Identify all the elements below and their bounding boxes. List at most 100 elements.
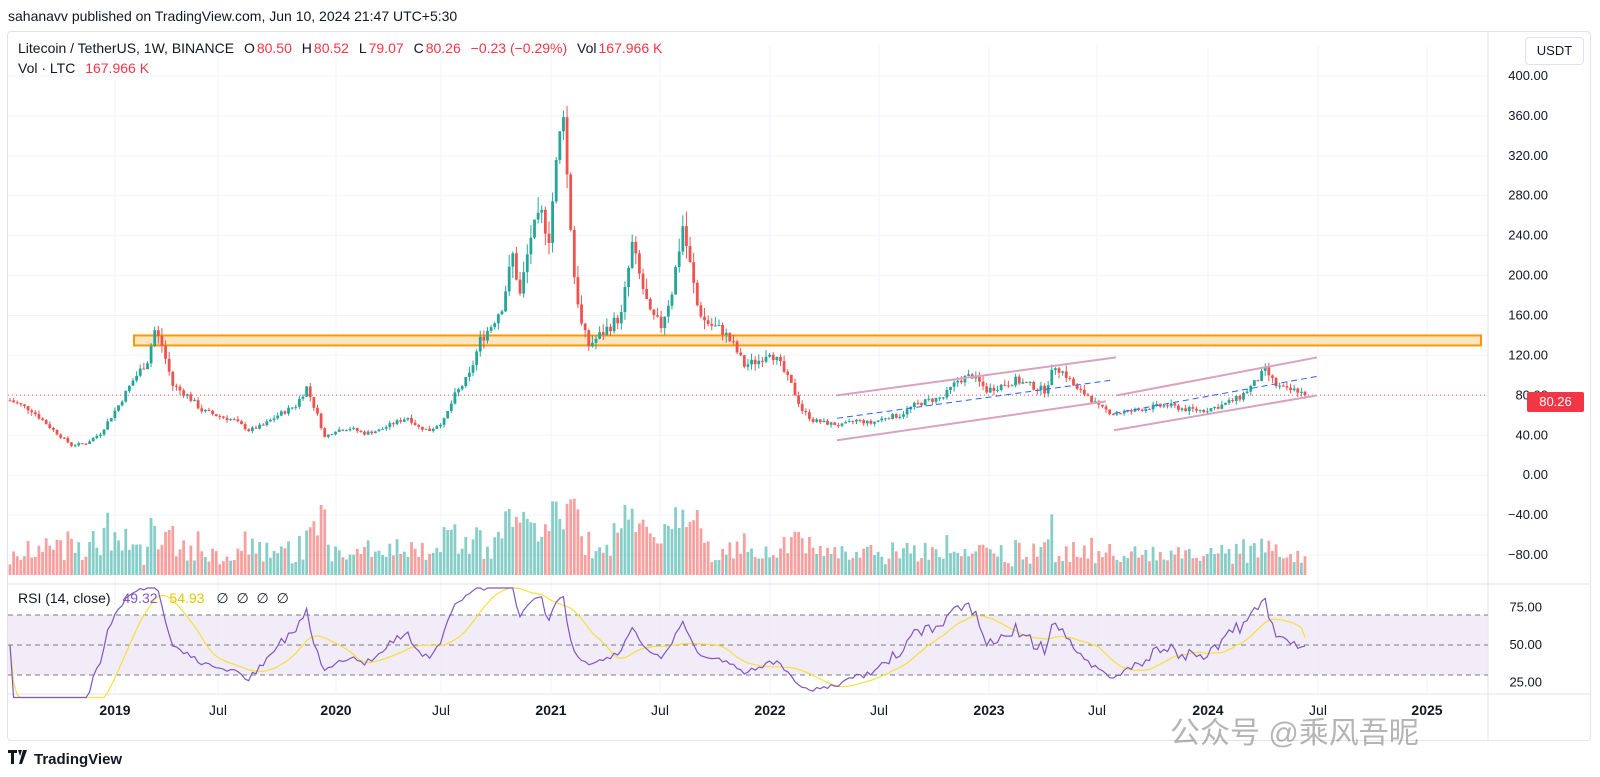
rsi-indicator-label[interactable]: RSI (14, close) (18, 590, 111, 606)
candle-body (73, 445, 77, 447)
volume-bar (1256, 557, 1260, 575)
candle-body (402, 419, 406, 422)
candle-body (1082, 389, 1086, 395)
volume-bar (1097, 551, 1101, 575)
candle-body (377, 429, 381, 432)
candle-body (52, 427, 55, 430)
candle-body (869, 420, 873, 424)
volume-bar (677, 527, 681, 575)
candle-body (619, 312, 623, 324)
volume-bar (319, 505, 323, 575)
candle-body (883, 418, 887, 420)
candle-body (1281, 385, 1285, 387)
volume-bar (500, 538, 504, 575)
candle-body (500, 311, 504, 315)
candle-body (905, 409, 909, 415)
candle-body (1249, 385, 1253, 392)
candle-body (496, 314, 500, 324)
candle-body (923, 399, 927, 406)
candle-body (323, 428, 327, 437)
volume-bar (1169, 550, 1173, 575)
candle-body (337, 429, 341, 432)
candle-body (594, 338, 598, 343)
volume-bar (941, 558, 945, 575)
volume-indicator-label[interactable]: Vol · LTC (18, 60, 76, 76)
candle-body (677, 251, 681, 267)
candle-body (1043, 385, 1046, 394)
volume-bar (1195, 557, 1198, 575)
support-zone (133, 334, 1482, 347)
volume-bar (931, 547, 934, 575)
candle-body (211, 410, 214, 415)
symbol-title[interactable]: Litecoin / TetherUS, 1W, BINANCE (18, 40, 235, 56)
candle-body (685, 226, 688, 247)
currency-button[interactable]: USDT (1525, 37, 1584, 65)
volume-bar (417, 556, 421, 575)
candle-body (710, 324, 714, 326)
candle-body (851, 421, 855, 423)
candle-body (692, 262, 696, 283)
volume-bar (533, 522, 536, 575)
candle-body (1021, 382, 1025, 384)
volume-bar (742, 533, 746, 575)
tradingview-footer[interactable]: TradingView (8, 750, 122, 768)
candle-body (855, 419, 858, 422)
candle-body (146, 363, 149, 370)
tradingview-brand: TradingView (34, 751, 123, 768)
volume-bar (836, 558, 840, 575)
date-tick-label: 2023 (973, 702, 1004, 718)
volume-bar (862, 548, 866, 575)
volume-bar (619, 528, 623, 575)
candle-body (1101, 404, 1104, 407)
candle-body (1256, 380, 1260, 382)
rsi-ma-value: 54.93 (169, 590, 205, 606)
volume-bar (247, 554, 251, 575)
candle-body (847, 421, 851, 423)
rsi-ma-line (9, 587, 1306, 699)
candle-body (999, 384, 1003, 390)
candle-body (779, 356, 782, 362)
volume-bar (326, 544, 330, 575)
channel-midline (836, 379, 1111, 419)
volume-bar (276, 553, 280, 575)
candle-body (164, 345, 167, 359)
candle-body (533, 219, 536, 238)
volume-bar (583, 555, 587, 575)
candle-body (1003, 384, 1007, 386)
rsi-tick-label: 25.00 (1509, 675, 1542, 690)
candle-body (37, 414, 41, 419)
volume-bar (301, 559, 305, 575)
volume-bar (290, 563, 294, 575)
volume-bar (1166, 560, 1169, 575)
candle-body (489, 327, 493, 331)
volume-bar (77, 542, 81, 575)
candle-body (1169, 403, 1173, 407)
volume-bar (847, 559, 851, 575)
volume-bar (153, 525, 157, 575)
candle-body (1057, 368, 1061, 373)
candle-body (768, 354, 772, 357)
candle-body (1213, 406, 1216, 409)
candle-body (319, 413, 323, 429)
candle-body (627, 267, 630, 288)
candle-body (70, 442, 73, 446)
date-tick-label: 2020 (320, 702, 351, 718)
candle-body (967, 374, 970, 376)
volume-bar (475, 527, 479, 575)
candle-body (808, 412, 811, 419)
volume-bar (504, 511, 507, 575)
volume-bar (612, 523, 616, 575)
volume-bar (587, 531, 591, 575)
volume-bar (1093, 563, 1097, 575)
volume-bar (1252, 543, 1256, 575)
candle-body (1054, 368, 1057, 370)
volume-bar (551, 501, 554, 575)
chart-frame (7, 31, 1591, 741)
candle-body (1079, 388, 1083, 390)
volume-bar (601, 552, 605, 575)
volume-bar (956, 552, 960, 575)
candle-body (515, 253, 518, 280)
candle-body (334, 431, 337, 435)
candle-body (739, 352, 743, 356)
